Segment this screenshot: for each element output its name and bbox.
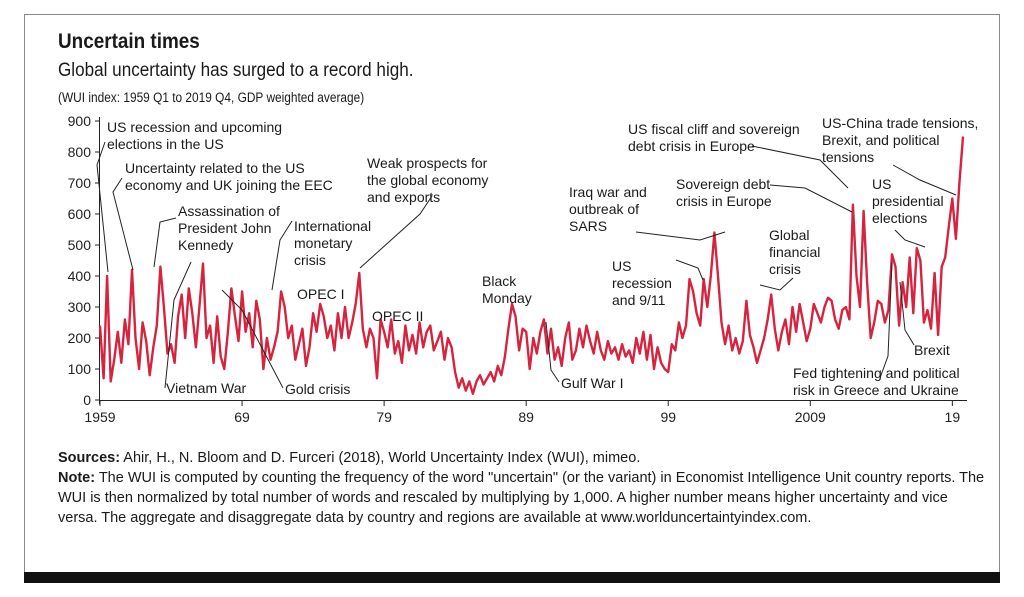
- annotation-leader: [899, 281, 915, 346]
- annotation-leader: [271, 220, 293, 291]
- annotation-us-recession-1960: US recession and upcoming: [107, 119, 282, 135]
- annotation-leader: [221, 289, 284, 389]
- annotation-leader: [164, 261, 192, 389]
- annotation-leader: [894, 229, 926, 248]
- annotation-leader: [545, 321, 560, 383]
- y-tick-label: 700: [68, 175, 92, 191]
- note-label: Note:: [58, 470, 96, 486]
- wui-series-line: [98, 136, 965, 395]
- annotation-leader: [635, 231, 726, 241]
- annotation-black-monday: Black: [482, 273, 517, 289]
- wui-line-chart: 0 100 200 300 400 500 600 700 800 900 1959 69 79 89 99…: [68, 113, 979, 425]
- x-tick-label: 1959: [84, 409, 115, 425]
- annotation-us-economy-uk-eec: Uncertainty related to the US: [125, 160, 305, 176]
- y-tick-label: 100: [68, 361, 92, 377]
- annotation-intl-monetary-crisis: monetary: [294, 235, 352, 251]
- annotation-us-elections: US: [872, 176, 891, 192]
- y-tick-label: 300: [68, 299, 92, 315]
- annotation-sovereign-debt: crisis in Europe: [676, 193, 772, 209]
- annotation-us-economy-uk-eec: economy and UK joining the EEC: [125, 177, 333, 193]
- annotation-iraq-sars: SARS: [569, 218, 607, 234]
- annotation-leader: [112, 177, 134, 271]
- y-tick-label: 200: [68, 330, 92, 346]
- x-tick-label: 19: [945, 409, 961, 425]
- annotation-leader: [96, 141, 109, 273]
- y-tick-label: 500: [68, 237, 92, 253]
- annotation-opec-1: OPEC I: [297, 286, 344, 302]
- x-tick-label: 89: [518, 409, 534, 425]
- y-tick-label: 600: [68, 206, 92, 222]
- annotation-leader: [769, 184, 853, 213]
- annotation-iraq-sars: outbreak of: [569, 201, 639, 217]
- axis-note: (WUI index: 1959 Q1 to 2019 Q4, GDP weig…: [58, 90, 365, 105]
- sources-label: Sources:: [58, 450, 121, 466]
- annotation-weak-prospects: and exports: [367, 189, 440, 205]
- annotation-leader: [892, 164, 957, 196]
- annotation-us-china-trade: tensions: [822, 149, 874, 165]
- x-tick-label: 79: [376, 409, 392, 425]
- y-tick-label: 900: [68, 113, 92, 129]
- annotation-intl-monetary-crisis: crisis: [294, 252, 326, 268]
- note-line: Note: The WUI is computed by counting th…: [58, 468, 988, 528]
- y-tick-label: 0: [83, 392, 91, 408]
- annotation-weak-prospects: Weak prospects for: [367, 155, 488, 171]
- annotation-iraq-sars: Iraq war and: [569, 184, 647, 200]
- annotation-vietnam-war: Vietnam War: [166, 380, 246, 396]
- annotation-weak-prospects: the global economy: [367, 172, 488, 188]
- chart-frame: [24, 14, 1000, 574]
- annotation-us-recession-911: recession: [612, 275, 672, 291]
- annotation-leader: [759, 277, 794, 291]
- annotation-us-recession-911: and 9/11: [612, 292, 666, 308]
- annotation-fed-tightening: risk in Greece and Ukraine: [793, 382, 959, 398]
- annotation-leader: [675, 259, 704, 281]
- annotation-intl-monetary-crisis: International: [294, 218, 371, 234]
- chart-title: Uncertain times: [58, 30, 200, 53]
- annotation-us-recession-1960: elections in the US: [107, 136, 224, 152]
- annotation-jfk-assassination: President John: [178, 220, 271, 236]
- annotation-us-elections: elections: [872, 210, 927, 226]
- annotation-global-financial-crisis: Global: [769, 227, 809, 243]
- x-tick-label: 2009: [795, 409, 826, 425]
- chart-subtitle: Global uncertainty has surged to a recor…: [58, 60, 414, 81]
- annotation-us-elections: presidential: [872, 193, 944, 209]
- note-text: The WUI is computed by counting the freq…: [58, 470, 985, 526]
- annotation-jfk-assassination: Assassination of: [178, 203, 280, 219]
- annotation-opec-2: OPEC II: [372, 308, 423, 324]
- x-tick-label: 69: [234, 409, 250, 425]
- annotation-leader: [751, 145, 849, 189]
- sources-text: Ahir, H., N. Bloom and D. Furceri (2018)…: [120, 450, 641, 466]
- annotation-gulf-war: Gulf War I: [561, 375, 624, 391]
- annotation-jfk-assassination: Kennedy: [178, 237, 233, 253]
- annotation-leader: [879, 261, 893, 379]
- annotation-global-financial-crisis: financial: [769, 244, 820, 260]
- annotation-fed-tightening: Fed tightening and political: [793, 365, 960, 381]
- annotation-us-recession-911: US: [612, 258, 631, 274]
- annotation-gold-crisis: Gold crisis: [285, 381, 350, 397]
- bottom-bar: [24, 572, 1000, 583]
- annotation-us-fiscal-cliff: debt crisis in Europe: [628, 138, 755, 154]
- annotation-leader: [153, 217, 177, 268]
- y-tick-label: 800: [68, 144, 92, 160]
- sources-line: Sources: Ahir, H., N. Bloom and D. Furce…: [58, 448, 988, 468]
- annotation-us-china-trade: US-China trade tensions,: [822, 115, 978, 131]
- annotation-global-financial-crisis: crisis: [769, 261, 801, 277]
- y-tick-label: 400: [68, 268, 92, 284]
- annotation-us-china-trade: Brexit, and political: [822, 132, 940, 148]
- annotation-leader: [359, 195, 433, 269]
- annotation-brexit: Brexit: [914, 342, 950, 358]
- x-tick-label: 99: [660, 409, 676, 425]
- annotation-sovereign-debt: Sovereign debt: [676, 176, 770, 192]
- annotation-us-fiscal-cliff: US fiscal cliff and sovereign: [628, 121, 800, 137]
- annotation-black-monday: Monday: [482, 290, 532, 306]
- footnotes: Sources: Ahir, H., N. Bloom and D. Furce…: [58, 448, 988, 528]
